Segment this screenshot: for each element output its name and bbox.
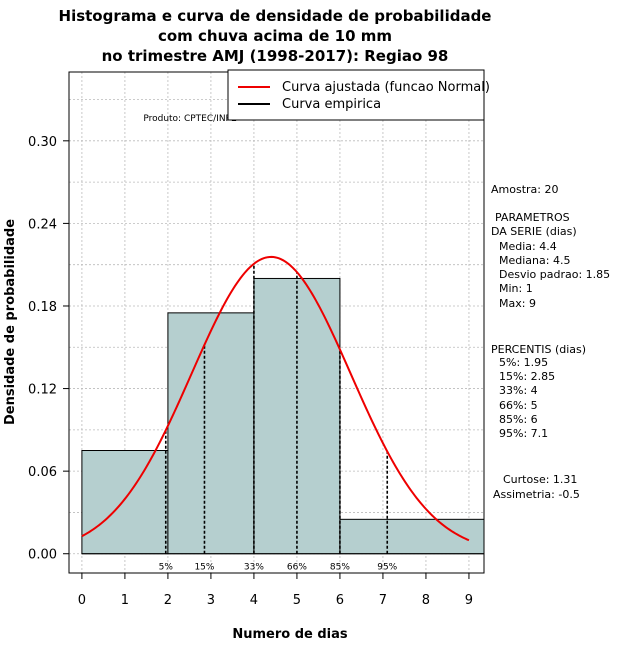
x-tick-label: 4 [250, 593, 258, 608]
x-tick-label: 7 [379, 593, 387, 608]
axes-layer: 0 1 2 3 4 5 6 7 8 9 0.00 0.06 0.12 0.18 0.24 0.30 [28, 135, 473, 608]
chart-title-line-2: com chuva acima de 10 mm [157, 27, 393, 45]
percentil-5: 5%: 1.95 [499, 356, 549, 369]
param-max: Max: 9 [499, 297, 536, 310]
y-axis-label: Densidade de probabilidade [3, 219, 18, 425]
param-sd: Desvio padrao: 1.85 [499, 268, 611, 281]
percentile-marker-label: 66% [287, 563, 307, 573]
bars-layer [81, 277, 485, 555]
x-tick-label: 5 [293, 593, 301, 608]
percentil-95: 95%: 7.1 [499, 427, 549, 440]
chart-title-line-3: no trimestre AMJ (1998-2017): Regiao 98 [101, 47, 449, 65]
histogram-bar [81, 450, 169, 555]
percentile-marker-label: 33% [244, 563, 264, 573]
y-tick-label: 0.12 [28, 383, 57, 398]
legend-box [227, 69, 485, 121]
x-tick-label: 9 [465, 593, 473, 608]
param-median: Mediana: 4.5 [499, 254, 571, 267]
percentile-marker-label: 95% [377, 563, 397, 573]
x-tick-label: 8 [422, 593, 430, 608]
legend-label-fit: Curva ajustada (funcao Normal) [282, 80, 490, 95]
sample-size: Amostra: 20 [491, 183, 559, 196]
curve-layer [81, 255, 470, 542]
x-axis-label: Numero de dias [232, 627, 348, 642]
y-tick-label: 0.06 [28, 465, 57, 480]
y-tick-label: 0.00 [28, 548, 57, 563]
legend: Curva ajustada (funcao Normal) Curva emp… [227, 69, 490, 121]
skewness: Assimetria: -0.5 [493, 488, 580, 501]
percentil-15: 15%: 2.85 [499, 370, 556, 383]
percentil-33: 33%: 4 [499, 384, 538, 397]
histogram-bar [167, 312, 255, 555]
y-tick-label: 0.18 [28, 300, 57, 315]
x-tick-label: 3 [207, 593, 215, 608]
y-tick-label: 0.30 [28, 135, 57, 150]
kurtosis: Curtose: 1.31 [503, 473, 578, 486]
x-tick-label: 1 [121, 593, 129, 608]
legend-label-empirical: Curva empirica [282, 97, 381, 112]
percentile-marker-label: 5% [159, 563, 174, 573]
x-tick-label: 6 [336, 593, 344, 608]
params-header-2: DA SERIE (dias) [491, 225, 577, 238]
percentile-marker-label: 85% [330, 563, 350, 573]
percentile-marker-label: 15% [194, 563, 214, 573]
percentil-85: 85%: 6 [499, 413, 538, 426]
product-label: Produto: CPTEC/INPE [143, 114, 237, 124]
percentile-markers-layer: 5% 15% 33% 66% 85% 95% [159, 263, 398, 573]
param-min: Min: 1 [499, 282, 533, 295]
param-mean: Media: 4.4 [499, 240, 557, 253]
normal-fit-curve [81, 255, 470, 542]
params-header-1: PARAMETROS [495, 211, 570, 224]
x-tick-label: 2 [164, 593, 172, 608]
percentil-66: 66%: 5 [499, 399, 538, 412]
x-tick-label: 0 [78, 593, 86, 608]
percentis-header: PERCENTIS (dias) [491, 343, 587, 356]
chart-title-line-1: Histograma e curva de densidade de proba… [58, 7, 492, 25]
y-tick-label: 0.24 [28, 217, 57, 232]
